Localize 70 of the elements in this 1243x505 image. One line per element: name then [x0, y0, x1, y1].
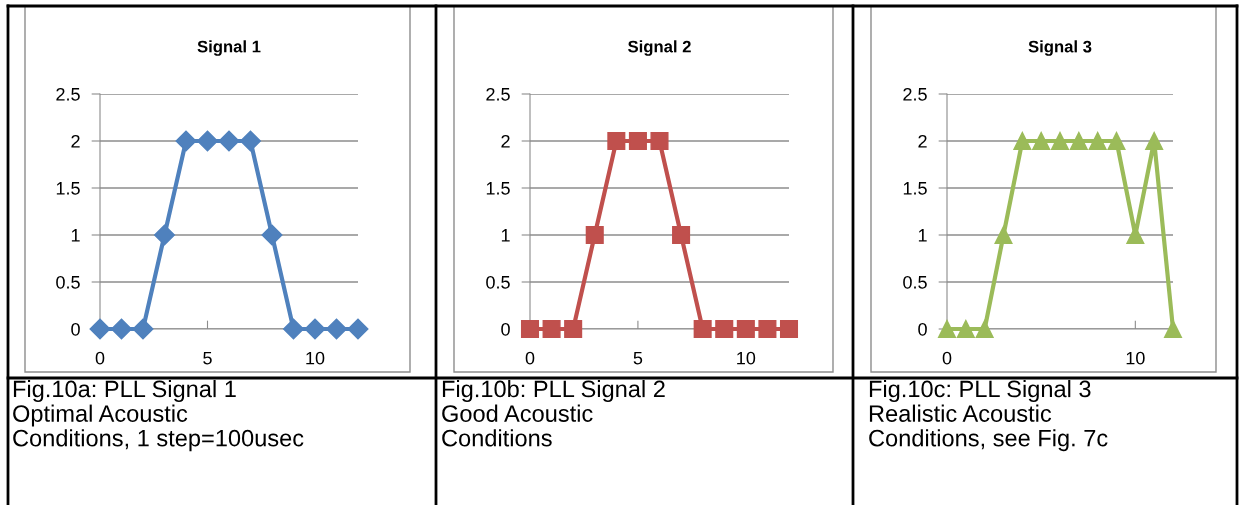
point: [564, 319, 583, 339]
y-tick-label: 0.5: [903, 275, 927, 289]
point: [758, 319, 777, 339]
point: [975, 319, 994, 339]
point: [779, 319, 799, 339]
point: [994, 225, 1013, 245]
point: [736, 319, 755, 339]
y-tick-label: 1.5: [56, 182, 80, 195]
point: [218, 130, 240, 152]
point: [196, 130, 219, 152]
x-tick-label: 0: [942, 351, 952, 365]
point: [1145, 131, 1164, 151]
point: [585, 225, 604, 245]
chart-title: Signal 2: [628, 40, 691, 56]
y-tick-label: 2.5: [486, 87, 510, 101]
y-tick-label: 0: [501, 322, 510, 336]
point: [607, 131, 626, 151]
x-tick-label: 5: [633, 351, 643, 365]
y-tick-label: 1: [71, 229, 80, 242]
point: [956, 319, 975, 339]
point: [520, 319, 540, 339]
y-tick-label: 1: [918, 229, 927, 242]
caption: Fig.10c: PLL Signal 3 Realistic Acoustic Conditions, see Fig. 7c: [869, 380, 1108, 452]
y-tick-label: 2: [501, 134, 510, 148]
point: [1032, 131, 1051, 151]
caption: Fig.10a: PLL Signal 1 Optimal Acoustic Conditions, 1 step=100usec: [13, 380, 304, 452]
x-tick-label: 10: [1126, 351, 1145, 365]
y-tick-label: 2: [918, 134, 927, 148]
point: [1050, 131, 1070, 151]
point: [937, 319, 957, 339]
x-tick-label: 5: [203, 351, 212, 365]
point: [132, 318, 154, 340]
y-tick-label: 0.5: [486, 275, 510, 289]
point: [1088, 131, 1107, 151]
point: [89, 318, 111, 340]
point: [347, 318, 369, 340]
y-tick-label: 0: [918, 322, 927, 336]
x-tick-label: 0: [525, 351, 535, 365]
point: [110, 318, 133, 340]
y-tick-label: 2.5: [56, 87, 80, 101]
point: [153, 224, 176, 246]
point: [1163, 319, 1183, 339]
x-tick-label: 0: [95, 351, 105, 365]
y-tick-label: 0.5: [56, 275, 80, 289]
point: [282, 318, 305, 340]
point: [325, 318, 348, 340]
point: [542, 319, 561, 339]
y-tick-label: 1.5: [903, 182, 927, 195]
point: [1013, 131, 1032, 151]
y-tick-label: 1: [501, 229, 510, 242]
y-tick-label: 2.5: [903, 87, 927, 101]
y-tick-label: 0: [71, 322, 80, 336]
chart-title: Signal 1: [197, 40, 261, 56]
x-tick-label: 10: [306, 351, 325, 365]
caption: Fig.10b: PLL Signal 2 Good Acoustic Conditions: [442, 380, 665, 447]
point: [304, 318, 326, 340]
x-tick-label: 10: [737, 351, 756, 365]
point: [628, 131, 647, 151]
point: [650, 131, 669, 151]
point: [261, 224, 283, 246]
point: [672, 225, 691, 245]
point: [693, 319, 712, 339]
point: [239, 130, 262, 152]
point: [1107, 131, 1126, 151]
y-tick-label: 1.5: [486, 182, 510, 195]
point: [1069, 131, 1088, 151]
point: [175, 130, 197, 152]
y-tick-label: 2: [71, 134, 80, 148]
point: [715, 319, 734, 339]
chart-title: Signal 3: [1028, 40, 1092, 56]
